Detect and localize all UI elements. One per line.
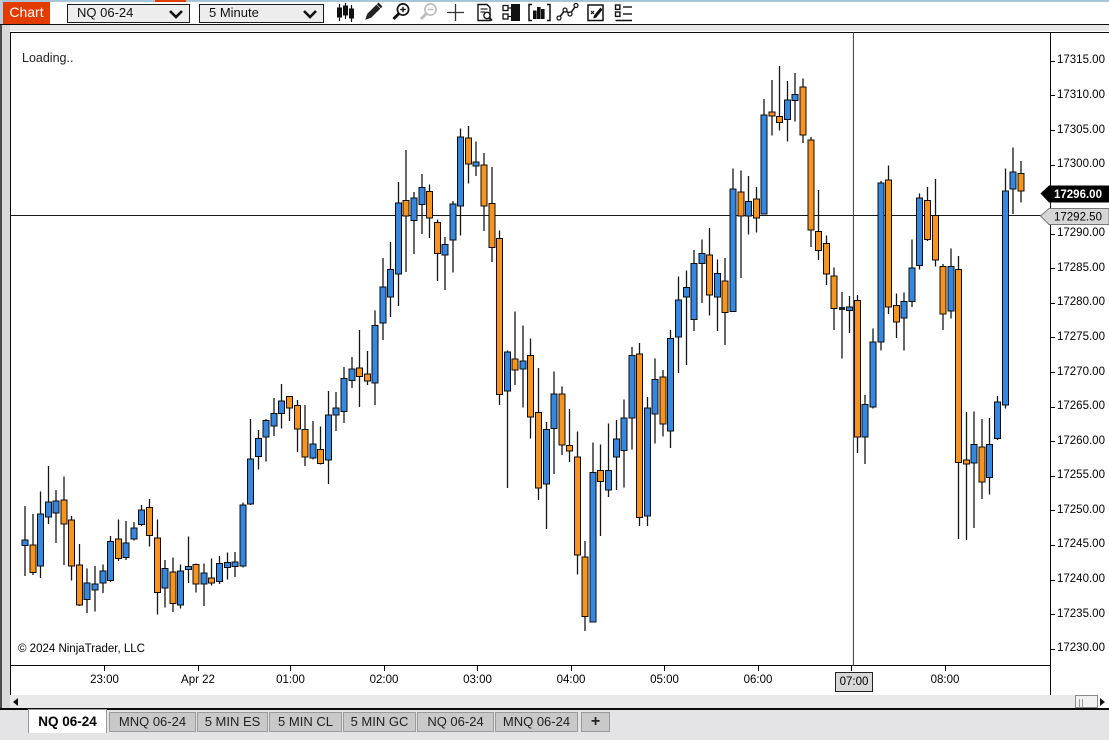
svg-text:17292.50: 17292.50: [1054, 211, 1102, 223]
svg-text:17296.00: 17296.00: [1054, 189, 1102, 201]
